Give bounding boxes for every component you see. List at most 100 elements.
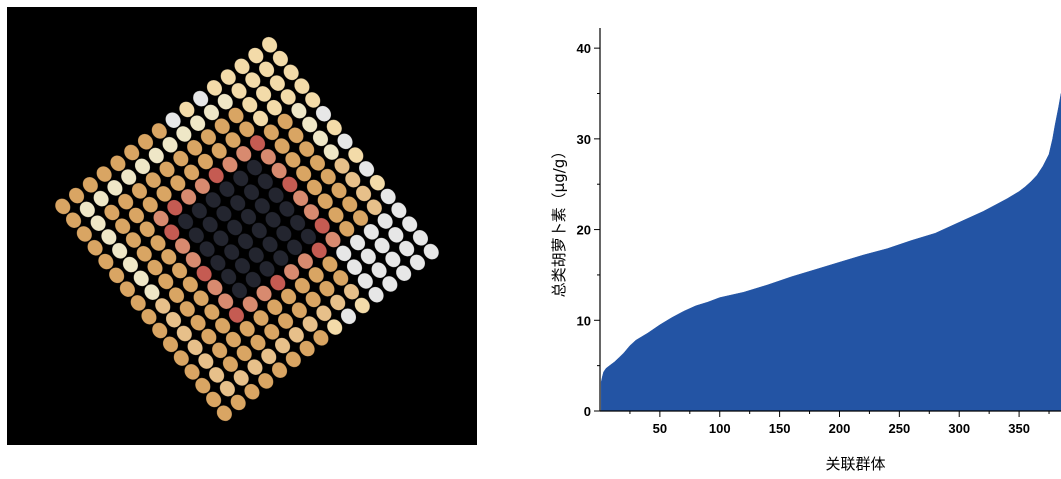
maize-kernel <box>357 272 374 290</box>
maize-kernel <box>162 136 178 153</box>
maize-kernel <box>231 282 248 299</box>
maize-kernel <box>316 305 332 322</box>
x-tick-label: 100 <box>709 421 731 436</box>
maize-kernel <box>179 300 196 318</box>
maize-kernel <box>239 320 256 337</box>
maize-kernel <box>175 125 192 143</box>
maize-kernel <box>180 188 197 206</box>
maize-kernel <box>281 176 298 193</box>
maize-kernel <box>157 273 174 290</box>
maize-kernel <box>312 130 329 147</box>
maize-kernel <box>171 262 188 279</box>
chart-svg: 0 10 20 30 40 50 100 150 200 250 300 350 总类胡萝卜素（μg… <box>550 28 1061 473</box>
x-axis: 50 100 150 200 250 300 350 <box>600 410 1061 436</box>
maize-kernel <box>271 162 287 179</box>
maize-kernel <box>368 286 384 303</box>
maize-kernel <box>122 256 139 273</box>
maize-kernel <box>332 269 349 287</box>
maize-kernel <box>295 165 312 182</box>
maize-kernel <box>262 236 278 253</box>
maize-kernel <box>260 348 277 365</box>
maize-kernel <box>145 171 162 189</box>
maize-kernel <box>125 231 142 249</box>
maize-kernel <box>123 144 140 161</box>
maize-kernel <box>274 337 291 354</box>
plot-area <box>600 93 1061 412</box>
maize-kernel <box>225 331 242 348</box>
kernel-grid <box>54 36 440 422</box>
maize-kernel <box>229 194 246 212</box>
maize-kernel <box>311 242 328 259</box>
maize-kernel <box>176 325 193 342</box>
maize-kernel <box>288 326 305 343</box>
maize-kernel <box>395 265 412 282</box>
x-tick-label: 150 <box>769 421 791 436</box>
maize-kernel <box>207 279 223 296</box>
maize-kernel <box>189 115 206 132</box>
x-tick-label: 300 <box>948 421 970 436</box>
maize-kernel <box>187 339 203 356</box>
maize-kernel <box>260 148 277 165</box>
maize-kernel <box>334 157 350 174</box>
x-tick-label: 200 <box>829 421 851 436</box>
maize-kernel <box>111 242 128 259</box>
maize-kernel <box>247 358 263 376</box>
maize-kernel <box>205 191 222 209</box>
maize-kernel <box>156 185 172 203</box>
maize-kernel <box>168 287 185 304</box>
maize-kernel <box>184 363 200 380</box>
maize-kernel <box>236 345 253 362</box>
maize-kernel <box>280 288 297 305</box>
maize-kernel <box>223 243 240 261</box>
maize-kernel <box>228 306 245 324</box>
maize-kernel <box>317 193 334 210</box>
maize-kernel <box>384 251 401 268</box>
y-tick-label: 10 <box>577 313 591 328</box>
maize-kernel <box>200 128 217 146</box>
maize-kernel <box>137 133 154 150</box>
maize-kernel <box>302 315 319 333</box>
maize-kernel <box>68 187 85 204</box>
maize-kernel <box>349 234 366 251</box>
maize-kernel <box>423 243 440 260</box>
maize-kernel <box>190 314 206 331</box>
maize-kernel <box>409 254 426 271</box>
maize-kernel <box>288 127 304 144</box>
maize-kernel <box>65 212 82 229</box>
maize-kernel <box>325 231 341 248</box>
maize-kernel <box>275 225 292 242</box>
y-tick-label: 20 <box>577 223 591 238</box>
maize-kernel <box>314 217 331 234</box>
maize-kernel <box>120 168 137 186</box>
maize-kernel <box>211 142 228 159</box>
maize-kernel <box>200 328 217 345</box>
maize-kernel <box>246 159 263 176</box>
maize-kernel <box>381 275 398 293</box>
maize-kernel <box>169 174 186 192</box>
maize-kernel <box>234 58 250 75</box>
maize-kernel <box>326 119 343 136</box>
maize-kernel <box>153 210 169 227</box>
maize-kernel <box>301 116 318 133</box>
maize-kernel <box>269 274 286 291</box>
maize-kernel <box>134 158 151 175</box>
maize-kernel <box>220 68 237 86</box>
maize-kernel <box>202 216 219 233</box>
maize-kernel <box>299 340 316 357</box>
maize-kernel <box>263 323 280 340</box>
maize-kernel <box>366 199 383 216</box>
maize-kernel <box>96 165 113 183</box>
maize-kernel <box>233 369 250 387</box>
maize-kernel <box>257 173 274 190</box>
maize-kernel <box>219 181 235 198</box>
maize-kernel <box>196 265 213 282</box>
maize-kernel <box>162 336 179 353</box>
maize-kernel <box>108 267 125 284</box>
maize-kernel <box>355 185 372 202</box>
maize-kernel <box>79 201 96 218</box>
maize-kernel <box>374 237 390 254</box>
maize-kernel <box>217 293 234 310</box>
maize-kernel <box>172 150 189 167</box>
maize-kernel <box>298 140 315 158</box>
maize-kernel <box>128 207 145 224</box>
